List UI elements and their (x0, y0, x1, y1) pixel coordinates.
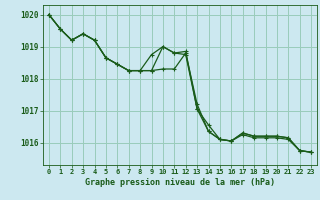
X-axis label: Graphe pression niveau de la mer (hPa): Graphe pression niveau de la mer (hPa) (85, 178, 275, 187)
